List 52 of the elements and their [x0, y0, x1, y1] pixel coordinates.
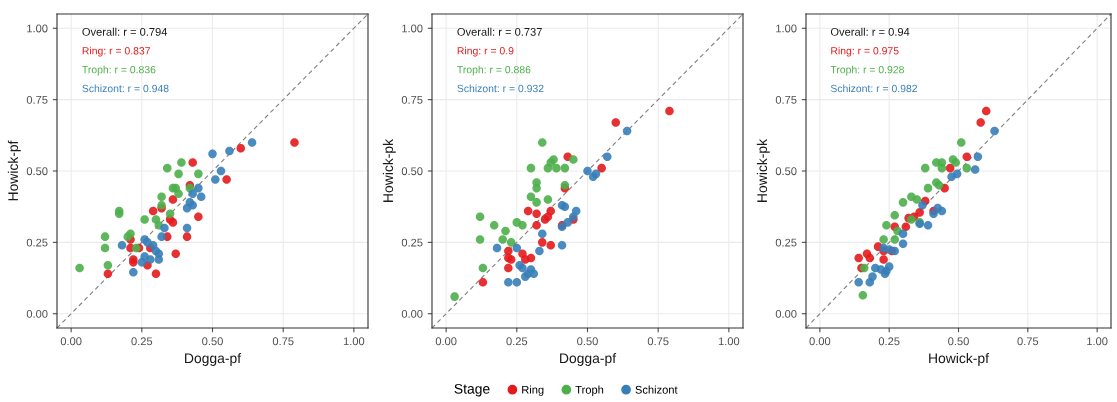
y-tick-label: 0.50	[401, 167, 423, 176]
annotation: Overall: r = 0.737	[457, 27, 542, 36]
x-tick-label: 0.00	[809, 337, 831, 346]
x-tick-label: 0.50	[577, 337, 598, 346]
x-tick-label: 0.00	[435, 337, 457, 346]
y-tick-label: 1.00	[776, 24, 797, 33]
legend-label: Troph	[575, 385, 604, 396]
x-tick-label: 0.25	[131, 337, 153, 346]
x-tick-label: 1.00	[343, 337, 365, 346]
y-axis-title: Howick-pk	[756, 138, 770, 202]
x-tick-label: 1.00	[718, 337, 740, 346]
annotation: Ring: r = 0.837	[82, 46, 150, 57]
legend-label: Schizont	[635, 385, 678, 394]
y-tick-label: 0.75	[401, 95, 423, 104]
y-tick-label: 0.25	[401, 238, 423, 247]
legend-title: Stage	[454, 383, 490, 397]
annotation: Schizont: r = 0.932	[457, 84, 544, 93]
annotation: Ring: r = 0.9	[457, 46, 514, 57]
x-tick-label: 0.00	[60, 337, 82, 346]
x-tick-label: 0.75	[647, 337, 669, 346]
y-tick-label: 1.00	[27, 24, 48, 33]
annotation: Troph: r = 0.928	[830, 65, 904, 76]
legend-label: Ring	[522, 385, 544, 396]
x-tick-label: 0.50	[948, 337, 969, 346]
y-tick-label: 0.75	[775, 95, 797, 104]
x-tick-label: 1.00	[1087, 337, 1108, 346]
x-axis-title: Dogga-pf	[560, 352, 617, 366]
y-axis-title: Howick-pk	[382, 138, 396, 202]
annotation: Overall: r = 0.794	[82, 27, 168, 36]
annotation: Ring: r = 0.975	[831, 46, 899, 57]
y-tick-label: 0.00	[775, 309, 797, 318]
x-tick-label: 0.75	[272, 337, 294, 346]
y-tick-label: 0.25	[775, 238, 797, 247]
y-tick-label: 0.75	[26, 95, 48, 104]
x-tick-label: 0.75	[1017, 337, 1039, 346]
x-axis-title: Dogga-pf	[185, 352, 242, 366]
y-axis-title: Howick-pf	[7, 140, 21, 201]
x-tick-label: 0.25	[506, 337, 528, 346]
annotation: Schizont: r = 0.948	[82, 84, 169, 93]
y-tick-label: 0.50	[775, 167, 797, 176]
annotation: Troph: r = 0.836	[82, 65, 156, 76]
annotation: Schizont: r = 0.982	[830, 84, 918, 93]
x-tick-label: 0.50	[202, 337, 223, 346]
x-axis-title: Howick-pf	[929, 352, 990, 366]
y-tick-label: 0.25	[26, 238, 48, 247]
y-tick-label: 0.50	[26, 167, 48, 176]
annotation: Troph: r = 0.886	[457, 65, 531, 76]
annotation: Overall: r = 0.94	[830, 27, 910, 36]
y-tick-label: 1.00	[402, 24, 423, 33]
y-tick-label: 0.00	[401, 309, 423, 318]
x-tick-label: 0.25	[878, 337, 900, 346]
y-tick-label: 0.00	[26, 309, 48, 318]
